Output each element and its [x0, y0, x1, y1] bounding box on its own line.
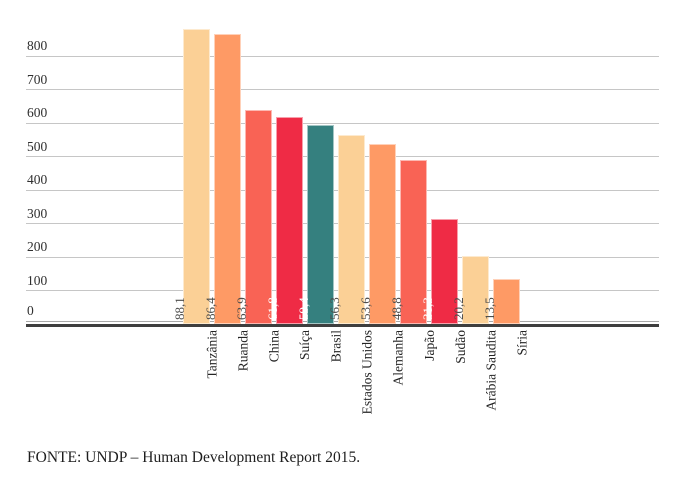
x-axis-label-china: China	[266, 330, 282, 363]
bar-china: 63,9	[234, 109, 273, 324]
y-axis-tick-label-500: 500	[27, 138, 48, 154]
x-axis-label-tanzania: Tanzânia	[204, 330, 220, 379]
bar-value-label: 86,4	[203, 297, 219, 320]
bar-alemanha: 53,6	[358, 144, 397, 324]
x-axis-label-estados-unidos: Estados Unidos	[359, 330, 375, 415]
bar-value-label: 63,9	[234, 297, 250, 320]
bar-japao: 48,8	[389, 160, 428, 324]
y-axis-tick-label-400: 400	[27, 172, 48, 188]
y-axis-tick-label-200: 200	[27, 239, 48, 255]
y-axis-tick-label-600: 600	[27, 105, 48, 121]
bar-suica: 61,8	[265, 116, 304, 324]
x-axis-label-suica: Suíça	[297, 330, 313, 360]
gridline-800	[26, 55, 659, 57]
y-axis-tick-label-100: 100	[27, 272, 48, 288]
bar-value-label: 20,2	[451, 297, 467, 320]
y-axis-tick-label-0: 0	[27, 303, 34, 318]
bar-siria: 13,5	[482, 278, 521, 324]
x-axis-label-japao: Japão	[421, 330, 437, 361]
x-axis-label-sudao: Sudão	[452, 330, 468, 364]
gridline-700	[26, 89, 659, 91]
x-axis-label-brasil: Brasil	[328, 330, 344, 363]
bar-value-label: 13,5	[482, 297, 498, 320]
y-axis-tick-label-700: 700	[27, 71, 48, 87]
x-axis-label-ruanda: Ruanda	[235, 330, 251, 372]
bar-ruanda: 86,4	[203, 34, 242, 324]
bar-value-label: 53,6	[358, 297, 374, 320]
bar-value-label: 56,3	[327, 297, 343, 320]
x-axis-label-siria: Síria	[514, 330, 530, 356]
bar-arabia-saudita: 20,2	[451, 256, 490, 324]
bar-sudao: 31,3	[420, 219, 459, 324]
source-note: FONTE: UNDP – Human Development Report 2…	[27, 449, 361, 466]
x-axis-label-alemanha: Alemanha	[390, 330, 406, 386]
bar-brasil: 59,4	[296, 124, 335, 324]
gridline-600	[26, 122, 659, 124]
x-axis-label-arabia-saudita: Arábia Saudita	[483, 330, 499, 411]
bar-value-label: 31,3	[420, 297, 436, 320]
bar-value-label: 61,8	[265, 297, 281, 320]
bar-tanzania: 88,1	[172, 28, 211, 324]
x-axis-line	[26, 324, 659, 327]
bar-estados-unidos: 56,3	[327, 135, 366, 324]
y-axis-tick-label-300: 300	[27, 205, 48, 221]
bar-value-label: 59,4	[296, 297, 312, 320]
y-axis-tick-label-800: 800	[27, 38, 48, 54]
bar-value-label: 48,8	[389, 297, 405, 320]
bar-value-label: 88,1	[172, 297, 188, 320]
